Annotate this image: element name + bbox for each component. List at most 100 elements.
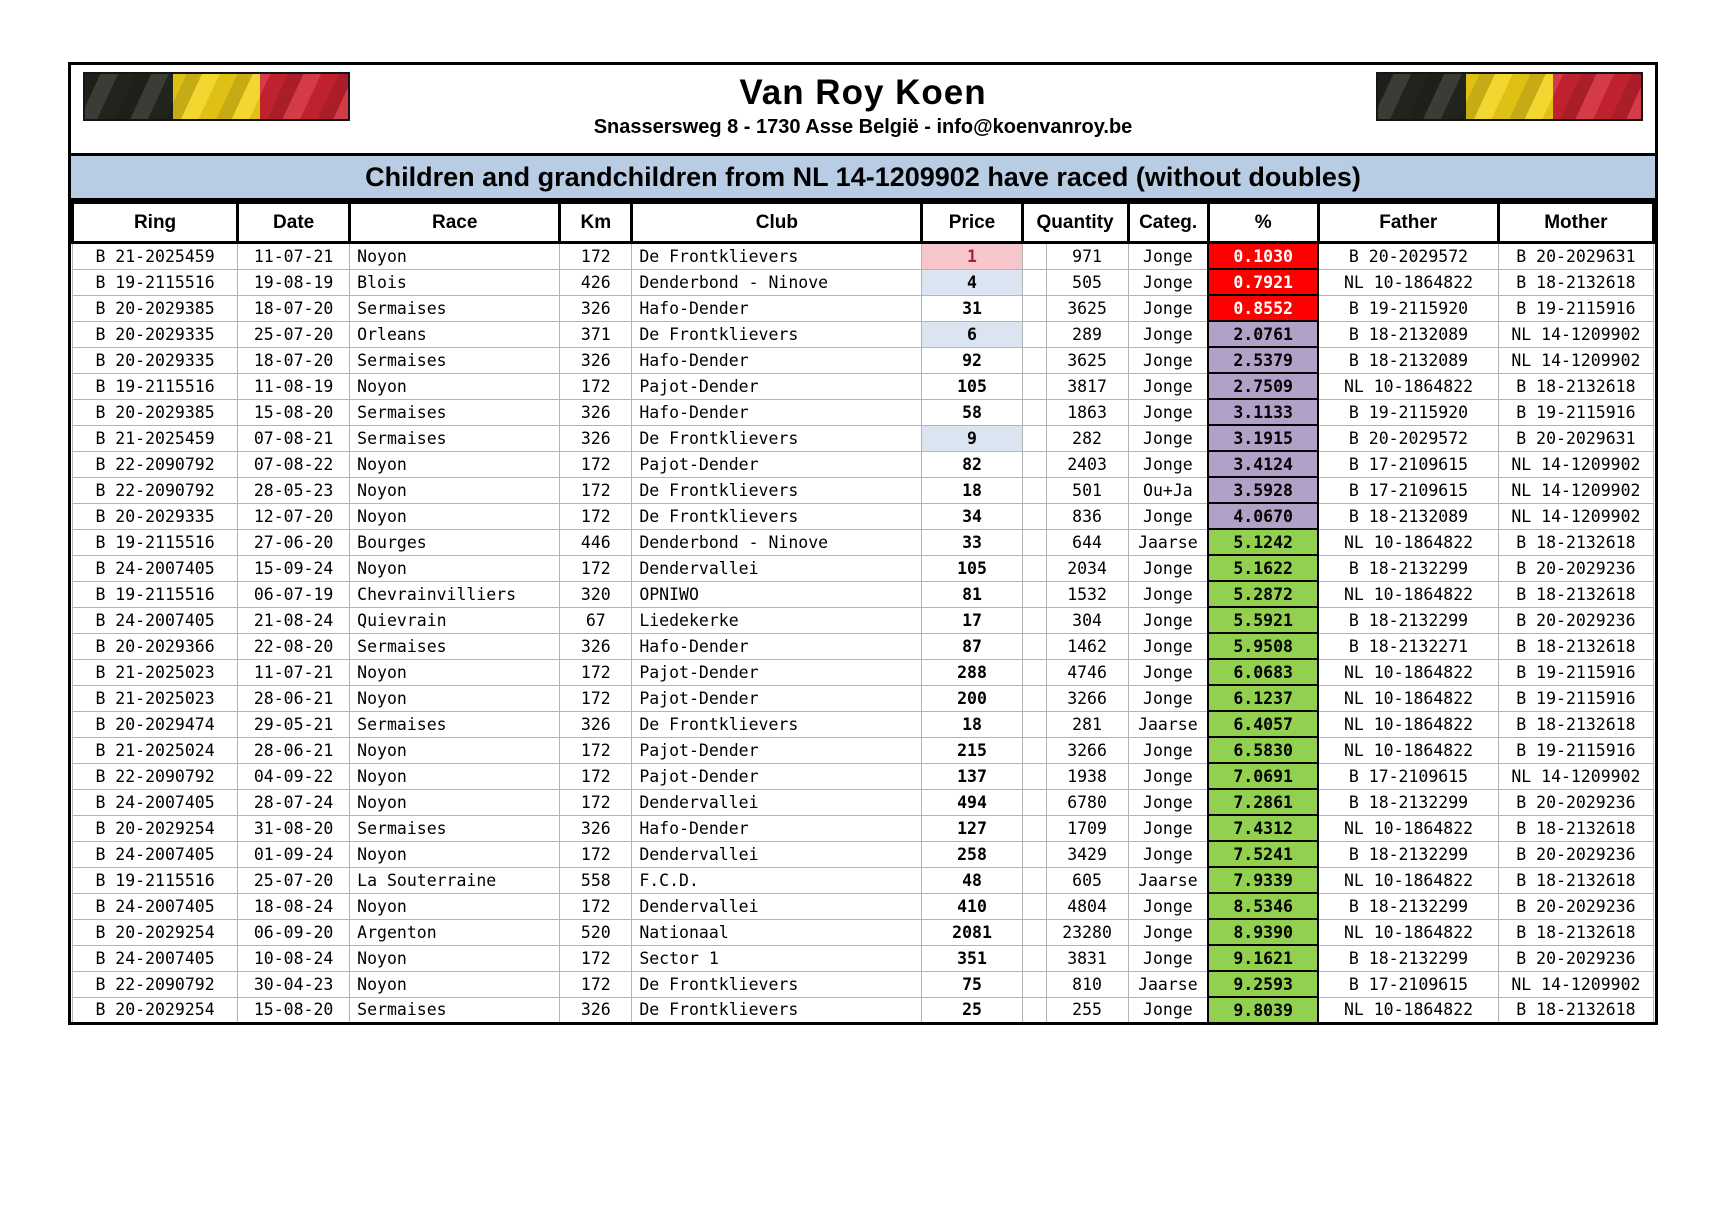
cell-price: 9 xyxy=(921,425,1023,452)
table-row: B 21-2025459 11-07-21 Noyon 172 De Frontklie… xyxy=(71,241,1655,270)
table-row: B 20-2029385 15-08-20 Sermaises 326 Hafo-Den… xyxy=(71,398,1655,426)
cell-date: 29-05-21 xyxy=(237,711,351,738)
cell-ring: B 19-2115516 xyxy=(71,269,239,296)
cell-club: Hafo-Dender xyxy=(631,815,923,842)
cell-mother: B 19-2115916 xyxy=(1497,399,1655,426)
cell-race: Noyon xyxy=(349,971,561,998)
cell-pct: 7.5241 xyxy=(1207,840,1320,868)
spacer-cell xyxy=(1021,841,1047,868)
cell-ring: B 21-2025459 xyxy=(71,242,239,270)
table-row: B 21-2025023 28-06-21 Noyon 172 Pajot-Dender… xyxy=(71,684,1655,712)
cell-categ: Jonge xyxy=(1127,581,1209,608)
belgian-flag-icon xyxy=(83,72,350,121)
cell-date: 18-08-24 xyxy=(237,893,351,920)
cell-price: 87 xyxy=(921,633,1023,660)
cell-father: B 18-2132299 xyxy=(1317,789,1499,816)
cell-km: 446 xyxy=(559,529,633,556)
cell-mother: B 19-2115916 xyxy=(1497,295,1655,322)
cell-categ: Jonge xyxy=(1127,737,1209,764)
cell-mother: B 20-2029631 xyxy=(1497,425,1655,452)
cell-price: 17 xyxy=(921,607,1023,634)
cell-race: Noyon xyxy=(349,763,561,790)
cell-ring: B 20-2029335 xyxy=(71,503,239,530)
cell-date: 06-09-20 xyxy=(237,919,351,946)
spacer-cell xyxy=(1021,529,1047,556)
cell-categ: Jonge xyxy=(1127,425,1209,452)
cell-club: Pajot-Dender xyxy=(631,737,923,764)
cell-father: NL 10-1864822 xyxy=(1317,815,1499,842)
cell-ring: B 24-2007405 xyxy=(71,555,239,582)
cell-categ: Jaarse xyxy=(1127,529,1209,556)
column-header-ring: Ring xyxy=(70,201,240,244)
cell-date: 01-09-24 xyxy=(237,841,351,868)
cell-date: 27-06-20 xyxy=(237,529,351,556)
cell-km: 172 xyxy=(559,737,633,764)
table-row: B 21-2025024 28-06-21 Noyon 172 Pajot-Dender… xyxy=(71,736,1655,764)
cell-club: De Frontklievers xyxy=(631,997,923,1022)
cell-price: 34 xyxy=(921,503,1023,530)
table-row: B 22-2090792 30-04-23 Noyon 172 De Frontklie… xyxy=(71,970,1655,998)
spacer-cell xyxy=(1021,347,1047,374)
spacer-cell xyxy=(1021,971,1047,998)
cell-categ: Jonge xyxy=(1127,997,1209,1022)
cell-ring: B 24-2007405 xyxy=(71,945,239,972)
cell-quantity: 1709 xyxy=(1045,815,1129,842)
cell-km: 172 xyxy=(559,971,633,998)
cell-father: B 20-2029572 xyxy=(1317,425,1499,452)
cell-race: Sermaises xyxy=(349,399,561,426)
column-header-km: Km xyxy=(558,201,634,244)
table-row: B 19-2115516 25-07-20 La Souterraine 558 F.C… xyxy=(71,866,1655,894)
cell-km: 558 xyxy=(559,867,633,894)
results-table: Ring Date Race Km Club Price Quantity Ca… xyxy=(70,201,1656,1022)
cell-price: 200 xyxy=(921,685,1023,712)
cell-quantity: 501 xyxy=(1045,477,1129,504)
cell-race: Noyon xyxy=(349,477,561,504)
cell-categ: Jonge xyxy=(1127,295,1209,322)
cell-race: Sermaises xyxy=(349,347,561,374)
spacer-cell xyxy=(1021,919,1047,946)
cell-date: 18-07-20 xyxy=(237,347,351,374)
cell-club: Hafo-Dender xyxy=(631,633,923,660)
cell-categ: Jonge xyxy=(1127,242,1209,270)
cell-mother: B 18-2132618 xyxy=(1497,373,1655,400)
cell-pct: 7.0691 xyxy=(1207,762,1320,790)
cell-date: 11-07-21 xyxy=(237,659,351,686)
cell-km: 371 xyxy=(559,321,633,348)
cell-categ: Jonge xyxy=(1127,503,1209,530)
cell-date: 15-09-24 xyxy=(237,555,351,582)
cell-price: 75 xyxy=(921,971,1023,998)
cell-pct: 3.1915 xyxy=(1207,424,1320,452)
cell-date: 28-07-24 xyxy=(237,789,351,816)
cell-father: B 17-2109615 xyxy=(1317,477,1499,504)
table-row: B 20-2029254 15-08-20 Sermaises 326 De Front… xyxy=(71,996,1655,1022)
cell-father: B 18-2132299 xyxy=(1317,555,1499,582)
cell-club: Hafo-Dender xyxy=(631,295,923,322)
cell-date: 28-06-21 xyxy=(237,737,351,764)
cell-date: 30-04-23 xyxy=(237,971,351,998)
table-row: B 19-2115516 06-07-19 Chevrainvilliers 320 O… xyxy=(71,580,1655,608)
cell-quantity: 3831 xyxy=(1045,945,1129,972)
cell-pct: 2.0761 xyxy=(1207,320,1320,348)
belgian-flag-icon xyxy=(1376,72,1643,121)
cell-mother: B 18-2132618 xyxy=(1497,581,1655,608)
cell-father: B 18-2132299 xyxy=(1317,607,1499,634)
cell-race: Bourges xyxy=(349,529,561,556)
cell-father: NL 10-1864822 xyxy=(1317,529,1499,556)
spacer-cell xyxy=(1021,815,1047,842)
cell-price: 127 xyxy=(921,815,1023,842)
cell-price: 58 xyxy=(921,399,1023,426)
cell-mother: B 19-2115916 xyxy=(1497,737,1655,764)
cell-ring: B 21-2025459 xyxy=(71,425,239,452)
cell-pct: 7.4312 xyxy=(1207,814,1320,842)
cell-date: 22-08-20 xyxy=(237,633,351,660)
cell-race: Noyon xyxy=(349,373,561,400)
spacer-cell xyxy=(1021,763,1047,790)
spacer-cell xyxy=(1021,451,1047,478)
cell-father: B 18-2132299 xyxy=(1317,945,1499,972)
cell-categ: Jonge xyxy=(1127,945,1209,972)
spacer-cell xyxy=(1021,555,1047,582)
cell-categ: Jonge xyxy=(1127,763,1209,790)
cell-race: Noyon xyxy=(349,789,561,816)
cell-price: 137 xyxy=(921,763,1023,790)
cell-ring: B 20-2029335 xyxy=(71,347,239,374)
